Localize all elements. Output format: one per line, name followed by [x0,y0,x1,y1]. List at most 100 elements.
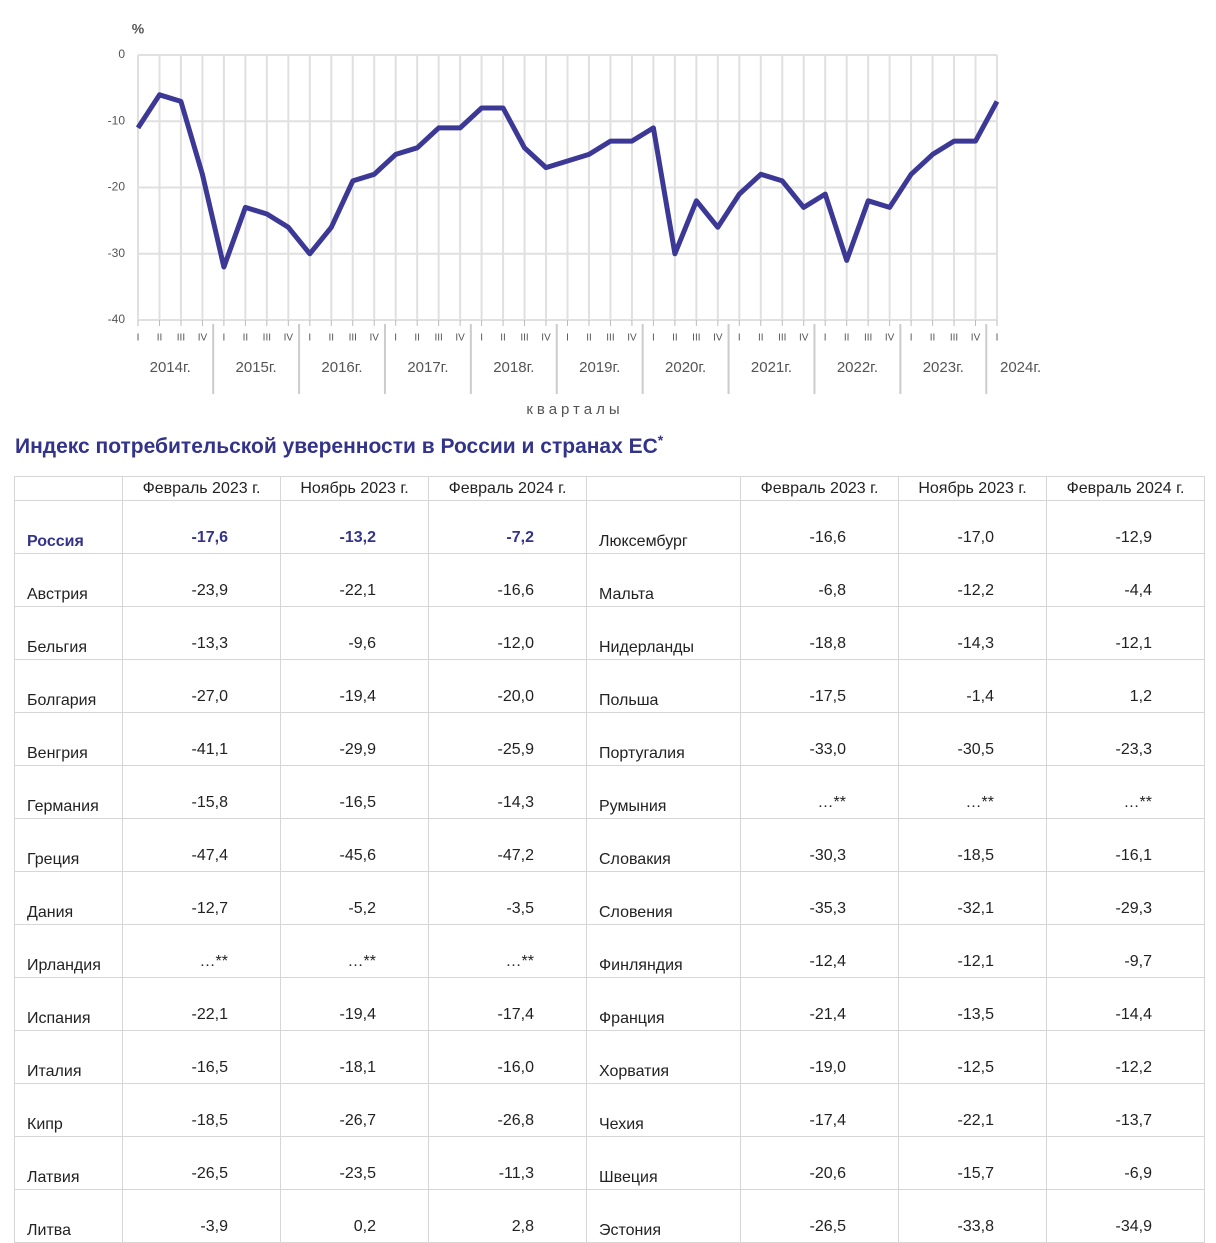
group-label: 2024г. [1000,359,1041,376]
x-tick-label: III [520,333,528,344]
index-value: …** [428,924,587,978]
x-tick-label: II [930,333,936,344]
index-value: -47,4 [122,818,281,872]
country-name: Словакия [586,818,741,872]
x-tick-label: III [864,333,872,344]
x-tick-label: I [137,333,140,344]
x-tick-label: I [996,333,999,344]
page: Индекс потребительской уверенности {"cha… [14,20,1205,1243]
index-value: -16,6 [740,500,899,554]
group-label: 2021г. [751,359,792,376]
index-value: -16,5 [122,1030,281,1084]
table-row: Дания -12,7 -5,2 -3,5 Словения -35,3 -32,1 -29,… [14,871,1205,925]
index-value: -6,8 [740,553,899,607]
column-header: Февраль 2024 г. [1046,476,1205,501]
group-label: 2018г. [493,359,534,376]
x-tick-label: IV [369,333,379,344]
x-tick-label: II [328,333,334,344]
country-name: Румыния [586,765,741,819]
country-name: Словения [586,871,741,925]
x-tick-label: IV [284,333,294,344]
index-value: -4,4 [1046,553,1205,607]
index-value: -15,8 [122,765,281,819]
index-value: 2,8 [428,1189,587,1243]
country-name: Италия [14,1030,123,1084]
index-value: …** [740,765,899,819]
index-value: -16,1 [1046,818,1205,872]
index-value: -23,5 [280,1136,429,1190]
x-tick-label: I [738,333,741,344]
index-value: 1,2 [1046,659,1205,713]
x-tick-label: IV [799,333,809,344]
x-tick-label: III [349,333,357,344]
index-value: -18,5 [122,1083,281,1137]
country-name: Чехия [586,1083,741,1137]
x-tick-label: II [243,333,249,344]
country-name: Нидерланды [586,606,741,660]
index-value: -12,2 [1046,1030,1205,1084]
table-row: Болгария -27,0 -19,4 -20,0 Польша -17,5 -1,4 1,… [14,659,1205,713]
index-value: -7,2 [428,500,587,554]
index-value: -13,5 [898,977,1047,1031]
index-value: -26,5 [122,1136,281,1190]
index-value: …** [280,924,429,978]
column-header: Февраль 2023 г. [740,476,899,501]
y-tick-label: -20 [108,180,126,194]
index-value: -33,0 [740,712,899,766]
index-value: -13,3 [122,606,281,660]
country-name: Эстония [586,1189,741,1243]
country-name: Ирландия [14,924,123,978]
country-name: Бельгия [14,606,123,660]
index-value: -19,0 [740,1030,899,1084]
group-label: 2016г. [321,359,362,376]
index-value: -21,4 [740,977,899,1031]
column-header: Ноябрь 2023 г. [280,476,429,501]
index-value: -6,9 [1046,1136,1205,1190]
table-row: Венгрия -41,1 -29,9 -25,9 Португалия -33,0 -30… [14,712,1205,766]
index-value: -12,1 [1046,606,1205,660]
group-label: 2014г. [150,359,191,376]
x-tick-label: III [692,333,700,344]
x-tick-label: II [758,333,764,344]
index-value: -12,0 [428,606,587,660]
index-value: -35,3 [740,871,899,925]
x-tick-label: II [500,333,506,344]
table-row: Германия -15,8 -16,5 -14,3 Румыния …** …** …** [14,765,1205,819]
index-value: -14,3 [898,606,1047,660]
index-value: -41,1 [122,712,281,766]
index-value: -34,9 [1046,1189,1205,1243]
table-row: Греция -47,4 -45,6 -47,2 Словакия -30,3 -18,5-… [14,818,1205,872]
y-unit: % [132,21,145,37]
header-blank [586,476,741,501]
group-label: 2023г. [923,359,964,376]
table-row: Литва -3,9 0,2 2,8 Эстония -26,5 -33,8 -34,9 [14,1189,1205,1243]
table-body: Россия -17,6 -13,2 -7,2 Люксембург -16,6 -17,0… [14,500,1205,1243]
index-value: -22,1 [122,977,281,1031]
index-value: -16,5 [280,765,429,819]
index-value: -12,7 [122,871,281,925]
index-value: -16,6 [428,553,587,607]
index-value: -19,4 [280,659,429,713]
country-name: Литва [14,1189,123,1243]
index-value: -14,3 [428,765,587,819]
country-name: Португалия [586,712,741,766]
index-value: -17,5 [740,659,899,713]
x-tick-label: I [223,333,226,344]
index-value: -23,3 [1046,712,1205,766]
x-tick-label: II [672,333,678,344]
index-value: -14,4 [1046,977,1205,1031]
x-tick-label: I [824,333,827,344]
x-tick-label: IV [713,333,723,344]
index-value: -20,6 [740,1136,899,1190]
index-value: -12,1 [898,924,1047,978]
index-value: -12,2 [898,553,1047,607]
y-tick-label: -30 [108,246,126,260]
country-name: Дания [14,871,123,925]
index-value: -22,1 [898,1083,1047,1137]
y-tick-label: 0 [118,47,125,61]
country-name: Испания [14,977,123,1031]
table-row: Россия -17,6 -13,2 -7,2 Люксембург -16,6 -17,0… [14,500,1205,554]
index-value: -25,9 [428,712,587,766]
x-tick-label: I [910,333,913,344]
index-value: -26,7 [280,1083,429,1137]
